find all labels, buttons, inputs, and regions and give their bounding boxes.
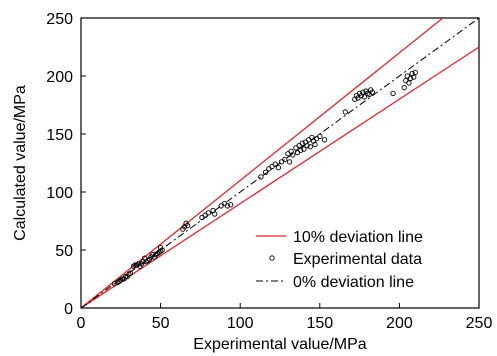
data-point (272, 161, 278, 167)
plot-frame (80, 17, 480, 309)
legend: 10% deviation line Experimental data 0% … (256, 229, 423, 291)
data-point (304, 142, 310, 149)
y-axis-ticks: 0 50 100 150 200 250 (46, 11, 86, 318)
data-point (205, 210, 212, 216)
x-tick-label: 0 (77, 315, 86, 332)
data-point (407, 75, 414, 81)
data-point (159, 247, 165, 253)
legend-label-0-deviation: 0% deviation line (293, 274, 414, 291)
data-point (185, 222, 191, 229)
y-tick-label: 100 (46, 185, 73, 202)
data-point (301, 146, 307, 152)
y-tick-label: 250 (46, 11, 73, 28)
legend-label-10-deviation: 10% deviation line (293, 229, 423, 246)
x-tick-label: 50 (152, 315, 170, 332)
data-point (227, 202, 234, 208)
legend-label-experimental: Experimental data (293, 251, 422, 268)
data-point (298, 147, 304, 153)
x-axis-ticks: 0 50 100 150 200 250 (77, 303, 493, 332)
data-point (282, 156, 288, 163)
data-point (369, 89, 375, 95)
data-point (224, 203, 231, 209)
legend-marker-experimental (269, 255, 275, 261)
deviation-10-lower-line (81, 46, 479, 308)
data-point (111, 280, 118, 287)
data-point (212, 211, 218, 217)
data-point (275, 164, 282, 171)
data-point (312, 141, 318, 148)
data-point (342, 109, 348, 115)
x-tick-label: 100 (227, 315, 254, 332)
data-point (263, 169, 269, 175)
x-tick-label: 250 (466, 315, 493, 332)
y-tick-label: 150 (46, 127, 73, 144)
y-tick-label: 0 (64, 301, 73, 318)
y-tick-label: 200 (46, 69, 73, 86)
data-point (290, 152, 296, 158)
data-point (307, 144, 313, 150)
data-point (361, 94, 368, 100)
data-point (299, 140, 305, 146)
data-point (390, 90, 396, 97)
deviation-10-upper-line (81, 18, 444, 308)
x-tick-label: 150 (306, 315, 333, 332)
x-tick-label: 200 (386, 315, 413, 332)
data-point (412, 69, 418, 76)
data-point (411, 74, 417, 80)
data-point (360, 89, 366, 95)
data-point (132, 262, 138, 268)
y-axis-label: Calculated value/MPa (12, 85, 29, 241)
experimental-data-points (111, 69, 418, 287)
data-point (127, 270, 134, 276)
data-point (258, 174, 264, 180)
x-axis-label: Experimental value/MPa (193, 336, 367, 353)
data-point (406, 80, 412, 86)
data-point (401, 84, 407, 91)
y-tick-label: 50 (55, 243, 73, 260)
data-point (317, 133, 323, 139)
data-point (286, 159, 293, 165)
data-point (321, 137, 328, 143)
